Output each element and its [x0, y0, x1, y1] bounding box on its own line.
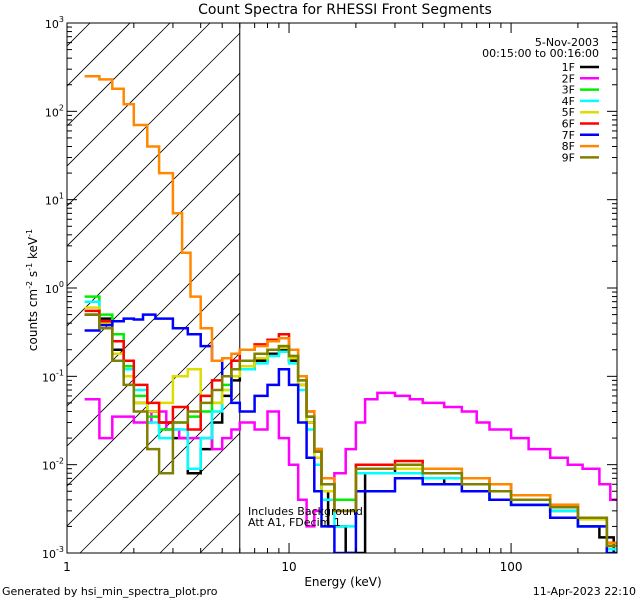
y-tick-label-1: 10-2 [42, 457, 64, 473]
footer-generated-by: Generated by hsi_min_spectra_plot.pro [2, 585, 218, 598]
legend-label-3F: 3F [562, 84, 575, 97]
y-tick-label-0: 10-3 [42, 545, 64, 561]
legend-label-8F: 8F [562, 140, 575, 153]
legend-label-7F: 7F [562, 129, 575, 142]
legend-date: 5-Nov-2003 [535, 36, 599, 49]
x-tick-label-2: 100 [500, 560, 523, 574]
annotation-background: Includes Background [248, 505, 363, 518]
legend-label-9F: 9F [562, 151, 575, 164]
y-tick-label-6: 103 [45, 15, 64, 31]
x-tick-label-0: 1 [63, 560, 71, 574]
background-hatch-region [67, 23, 617, 553]
y-tick-label-2: 10-1 [42, 368, 64, 384]
x-axis-label: Energy (keV) [304, 575, 381, 589]
series-line-7F [84, 313, 617, 553]
legend-label-2F: 2F [562, 72, 575, 85]
legend-label-1F: 1F [562, 61, 575, 74]
y-axis-label: counts cm-2 s-1 keV-1 [25, 229, 40, 351]
chart-legend: 5-Nov-2003 00:15:00 to 00:16:00 1F2F3F4F… [482, 36, 599, 164]
legend-label-5F: 5F [562, 106, 575, 119]
footer-timestamp: 11-Apr-2023 22:10 [533, 585, 636, 598]
legend-label-4F: 4F [562, 95, 575, 108]
legend-label-6F: 6F [562, 118, 575, 131]
series-line-9F [84, 313, 617, 548]
annotation-attenuator: Att A1, FDecim 1 [248, 516, 341, 529]
series-line-8F [84, 74, 617, 545]
y-tick-label-3: 100 [45, 280, 64, 296]
y-tick-label-5: 102 [45, 103, 64, 119]
y-tick-label-4: 101 [45, 192, 64, 208]
x-tick-label-1: 10 [281, 560, 296, 574]
legend-time-range: 00:15:00 to 00:16:00 [482, 47, 599, 60]
chart-title: Count Spectra for RHESSI Front Segments [198, 2, 492, 18]
